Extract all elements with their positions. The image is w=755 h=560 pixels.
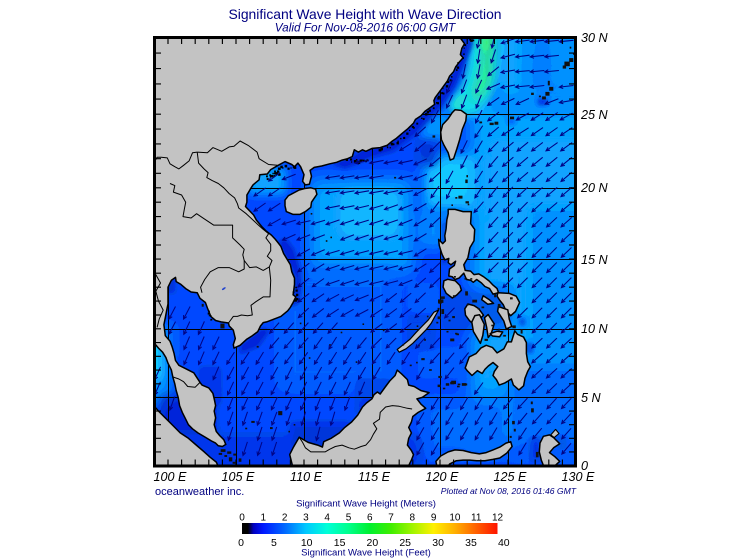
svg-text:Plotted at Nov 08, 2016 01:46: Plotted at Nov 08, 2016 01:46 GMT	[441, 486, 577, 496]
svg-text:110 E: 110 E	[290, 470, 323, 484]
svg-text:11: 11	[471, 513, 482, 524]
svg-text:6: 6	[367, 513, 373, 524]
svg-text:35: 35	[465, 537, 477, 549]
svg-text:oceanweather inc.: oceanweather inc.	[155, 486, 244, 498]
svg-text:130 E: 130 E	[562, 470, 596, 484]
svg-text:10 N: 10 N	[581, 322, 609, 336]
svg-text:5: 5	[346, 513, 352, 524]
svg-text:Valid For Nov-08-2016 06:00 GM: Valid For Nov-08-2016 06:00 GMT	[275, 21, 456, 35]
svg-text:Significant Wave Height (Meter: Significant Wave Height (Meters)	[296, 499, 436, 510]
svg-text:8: 8	[410, 513, 416, 524]
svg-text:5 N: 5 N	[581, 391, 602, 405]
svg-text:2: 2	[282, 513, 288, 524]
svg-text:3: 3	[303, 513, 309, 524]
svg-text:10: 10	[301, 537, 313, 549]
svg-text:20: 20	[367, 537, 379, 549]
svg-text:25: 25	[399, 537, 411, 549]
svg-text:30 N: 30 N	[581, 31, 609, 45]
svg-text:20 N: 20 N	[580, 181, 609, 195]
svg-text:30: 30	[432, 537, 444, 549]
svg-text:0: 0	[238, 537, 244, 549]
svg-text:115 E: 115 E	[358, 470, 391, 484]
svg-text:25 N: 25 N	[580, 108, 609, 122]
svg-text:125 E: 125 E	[494, 470, 528, 484]
svg-text:15 N: 15 N	[581, 253, 609, 267]
svg-text:4: 4	[324, 513, 330, 524]
svg-text:1: 1	[261, 513, 267, 524]
svg-text:10: 10	[449, 513, 461, 524]
svg-text:12: 12	[492, 513, 504, 524]
svg-text:15: 15	[334, 537, 346, 549]
svg-text:7: 7	[388, 513, 394, 524]
svg-text:9: 9	[431, 513, 437, 524]
svg-text:105 E: 105 E	[222, 470, 256, 484]
svg-text:100 E: 100 E	[154, 470, 188, 484]
svg-text:Significant Wave Height (Feet): Significant Wave Height (Feet)	[301, 548, 431, 559]
svg-text:0: 0	[239, 513, 245, 524]
svg-text:40: 40	[498, 537, 510, 549]
svg-text:120 E: 120 E	[426, 470, 460, 484]
svg-text:Significant Wave Height with W: Significant Wave Height with Wave Direct…	[228, 6, 501, 22]
svg-text:0: 0	[581, 459, 588, 473]
svg-text:5: 5	[271, 537, 277, 549]
